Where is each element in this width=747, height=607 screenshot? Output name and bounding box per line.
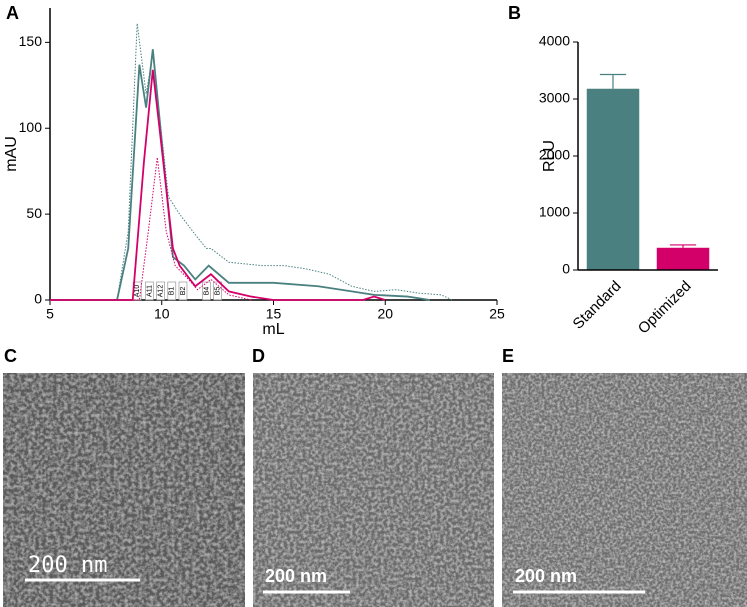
bar (656, 247, 710, 270)
x-tick-label: 10 (154, 306, 170, 322)
panel-label: A (6, 3, 19, 23)
fraction-box (145, 281, 154, 301)
y-tick-label: 50 (26, 205, 42, 221)
x-tick-label: Optimized (635, 278, 695, 338)
y-tick-label: 2000 (539, 147, 570, 163)
panel-label: E (502, 346, 514, 366)
y-axis-label: mAU (3, 136, 20, 172)
y-tick-label: 0 (34, 291, 42, 307)
x-tick-label: 25 (489, 306, 505, 322)
fraction-box (202, 281, 211, 301)
series-line (50, 49, 431, 301)
bar (586, 88, 640, 271)
scale-label: 200 nm (28, 553, 107, 578)
x-tick-label: Standard (570, 278, 625, 333)
x-tick-label: 5 (46, 306, 54, 322)
y-tick-label: 3000 (539, 90, 570, 106)
panel-label: B (508, 3, 521, 23)
fraction-label: B2 (180, 287, 187, 296)
fraction-box (178, 281, 188, 301)
micrograph (3, 373, 245, 607)
fraction-label: A11 (146, 285, 153, 297)
fraction-box (213, 281, 222, 301)
series-line (50, 69, 386, 301)
scale-label: 200 nm (265, 566, 327, 586)
fraction-label: B4 (203, 287, 210, 296)
fraction-label: A10 (134, 285, 141, 298)
y-tick-label: 1000 (539, 204, 570, 220)
y-axis-label: RLU (541, 140, 558, 172)
y-tick-label: 4000 (539, 33, 570, 49)
scale-label: 200 nm (515, 566, 577, 586)
panel-label: C (4, 346, 17, 366)
series-line (50, 23, 453, 301)
panel-label: D (252, 346, 265, 366)
fraction-label: B1 (169, 287, 176, 296)
series-line (50, 157, 252, 301)
y-tick-label: 100 (19, 119, 43, 135)
fraction-label: A12 (157, 285, 164, 298)
x-tick-label: 20 (377, 306, 393, 322)
y-tick-label: 150 (19, 33, 43, 49)
fraction-box (167, 281, 177, 301)
micrograph (502, 373, 747, 607)
fraction-box (156, 281, 165, 301)
micrograph (253, 373, 494, 607)
x-axis-label: mL (262, 321, 284, 338)
x-tick-label: 15 (266, 306, 282, 322)
fraction-label: B5 (214, 287, 221, 296)
y-tick-label: 0 (562, 261, 570, 277)
